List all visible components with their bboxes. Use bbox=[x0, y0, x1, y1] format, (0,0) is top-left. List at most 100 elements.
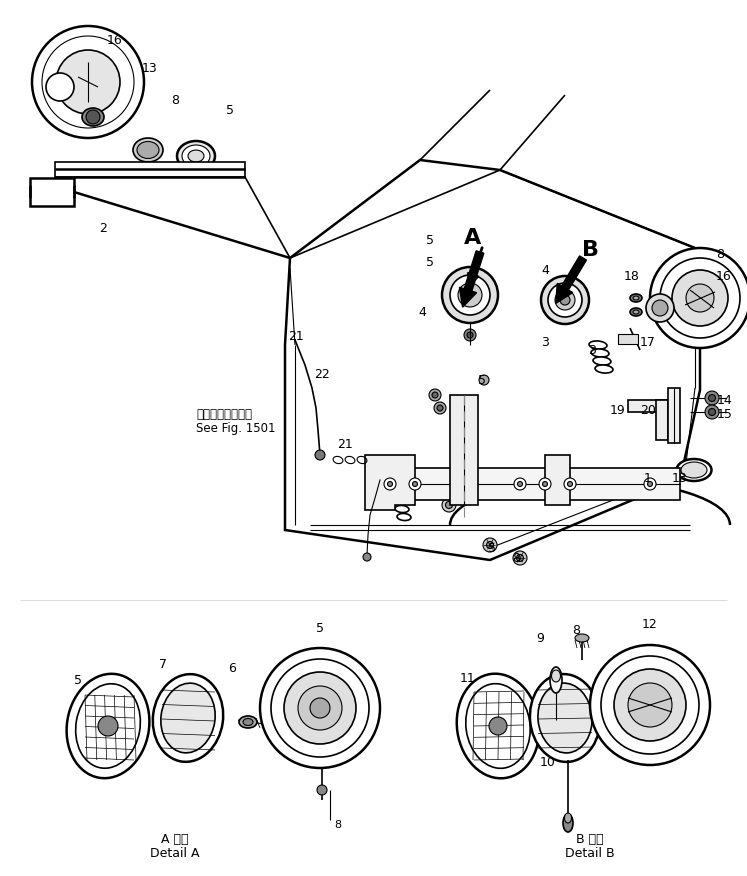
Circle shape bbox=[310, 698, 330, 718]
Text: 5: 5 bbox=[226, 103, 234, 117]
Circle shape bbox=[52, 79, 68, 95]
Circle shape bbox=[514, 478, 526, 490]
Text: 5: 5 bbox=[316, 621, 324, 634]
Circle shape bbox=[708, 394, 716, 401]
Circle shape bbox=[564, 478, 576, 490]
Bar bbox=[55, 162, 245, 177]
Circle shape bbox=[601, 656, 699, 754]
Ellipse shape bbox=[466, 683, 530, 768]
Text: 16: 16 bbox=[716, 271, 732, 284]
Circle shape bbox=[590, 645, 710, 765]
Ellipse shape bbox=[243, 718, 253, 725]
Ellipse shape bbox=[630, 294, 642, 302]
Circle shape bbox=[652, 300, 668, 316]
Circle shape bbox=[458, 283, 482, 307]
Ellipse shape bbox=[563, 814, 573, 832]
Circle shape bbox=[384, 478, 396, 490]
FancyArrow shape bbox=[556, 256, 586, 303]
Circle shape bbox=[317, 785, 327, 795]
Text: 15: 15 bbox=[717, 408, 733, 421]
Circle shape bbox=[464, 329, 476, 341]
Text: 18: 18 bbox=[624, 270, 640, 282]
Circle shape bbox=[388, 482, 392, 486]
Ellipse shape bbox=[630, 308, 642, 316]
Text: 5: 5 bbox=[426, 234, 434, 246]
Circle shape bbox=[646, 294, 674, 322]
Circle shape bbox=[516, 555, 524, 562]
Text: Detail A: Detail A bbox=[150, 847, 199, 860]
Text: 10: 10 bbox=[540, 755, 556, 768]
Circle shape bbox=[437, 405, 443, 411]
Ellipse shape bbox=[66, 674, 149, 778]
Circle shape bbox=[32, 26, 144, 138]
Ellipse shape bbox=[177, 141, 215, 171]
Circle shape bbox=[513, 551, 527, 565]
Circle shape bbox=[409, 478, 421, 490]
Circle shape bbox=[442, 498, 456, 512]
Ellipse shape bbox=[591, 349, 609, 357]
Circle shape bbox=[429, 389, 441, 401]
Ellipse shape bbox=[565, 813, 571, 823]
Circle shape bbox=[555, 290, 575, 310]
Polygon shape bbox=[545, 455, 570, 505]
Text: 17: 17 bbox=[640, 336, 656, 349]
Circle shape bbox=[46, 73, 74, 101]
Text: 5: 5 bbox=[488, 541, 496, 555]
Text: 13: 13 bbox=[672, 471, 688, 484]
Ellipse shape bbox=[681, 462, 707, 478]
Circle shape bbox=[298, 686, 342, 730]
Circle shape bbox=[541, 276, 589, 324]
Ellipse shape bbox=[593, 357, 611, 365]
Circle shape bbox=[705, 391, 719, 405]
Circle shape bbox=[450, 275, 490, 315]
Text: 21: 21 bbox=[337, 439, 353, 451]
Circle shape bbox=[445, 501, 453, 508]
Circle shape bbox=[363, 553, 371, 561]
Text: 2: 2 bbox=[99, 222, 107, 235]
Ellipse shape bbox=[391, 490, 405, 497]
Circle shape bbox=[560, 295, 570, 305]
Text: See Fig. 1501: See Fig. 1501 bbox=[196, 422, 276, 435]
Circle shape bbox=[614, 669, 686, 741]
Circle shape bbox=[486, 541, 494, 548]
Circle shape bbox=[86, 110, 100, 124]
Ellipse shape bbox=[633, 296, 639, 300]
Ellipse shape bbox=[153, 675, 223, 762]
Ellipse shape bbox=[595, 365, 613, 373]
Text: 5: 5 bbox=[426, 256, 434, 269]
Circle shape bbox=[432, 392, 438, 398]
Bar bbox=[30, 178, 74, 206]
Circle shape bbox=[98, 716, 118, 736]
Circle shape bbox=[548, 283, 582, 317]
Text: 1: 1 bbox=[644, 471, 652, 484]
Ellipse shape bbox=[393, 498, 407, 505]
Circle shape bbox=[672, 270, 728, 326]
Circle shape bbox=[539, 478, 551, 490]
Ellipse shape bbox=[82, 108, 104, 126]
Circle shape bbox=[315, 450, 325, 460]
Text: 5: 5 bbox=[74, 674, 82, 687]
FancyArrow shape bbox=[459, 251, 484, 307]
Circle shape bbox=[542, 482, 548, 486]
Bar bbox=[628, 400, 668, 412]
Ellipse shape bbox=[456, 674, 539, 778]
Circle shape bbox=[705, 405, 719, 419]
Circle shape bbox=[489, 717, 507, 735]
Text: 21: 21 bbox=[288, 329, 304, 343]
Text: B 詳細: B 詳細 bbox=[576, 833, 604, 846]
Text: A 詳細: A 詳細 bbox=[161, 833, 189, 846]
Circle shape bbox=[650, 248, 747, 348]
Circle shape bbox=[518, 482, 522, 486]
Circle shape bbox=[271, 659, 369, 757]
Ellipse shape bbox=[395, 505, 409, 512]
Ellipse shape bbox=[677, 459, 711, 481]
Text: 3: 3 bbox=[588, 343, 596, 357]
Ellipse shape bbox=[75, 684, 140, 768]
Text: 第１５０１図参照: 第１５０１図参照 bbox=[196, 408, 252, 421]
Text: 22: 22 bbox=[314, 368, 330, 380]
Circle shape bbox=[479, 375, 489, 385]
Ellipse shape bbox=[589, 341, 607, 349]
Polygon shape bbox=[285, 160, 700, 560]
Circle shape bbox=[708, 408, 716, 415]
Circle shape bbox=[648, 482, 652, 486]
